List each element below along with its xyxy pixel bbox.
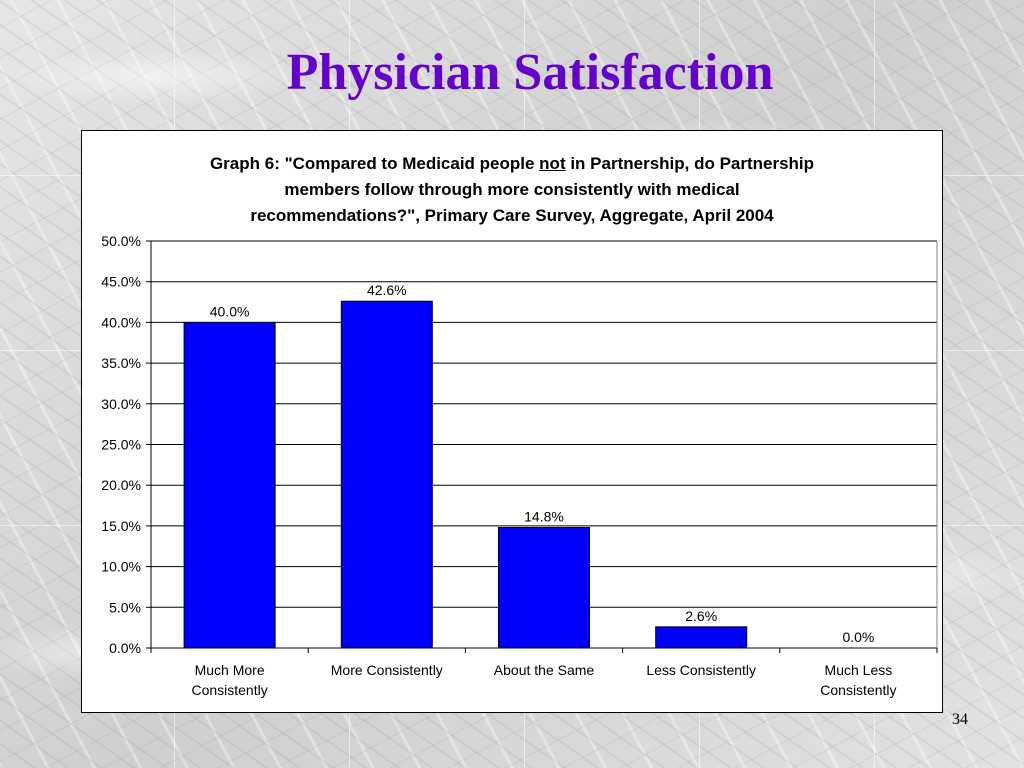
page-number: 34	[952, 711, 968, 728]
data-label: 14.8%	[524, 509, 564, 525]
x-category-label: Less Consistently	[646, 662, 756, 678]
y-tick-label: 25.0%	[101, 437, 141, 453]
x-category-label: Much Less	[825, 662, 893, 678]
y-tick-label: 0.0%	[109, 640, 141, 656]
chart-title-line-2: members follow through more consistently…	[284, 180, 740, 199]
y-tick-label: 15.0%	[101, 518, 141, 534]
x-category-label: About the Same	[494, 662, 595, 678]
bar	[183, 321, 276, 649]
y-tick-label: 40.0%	[101, 314, 141, 330]
chart-title-line-3: recommendations?", Primary Care Survey, …	[250, 206, 774, 225]
data-label: 42.6%	[367, 282, 407, 298]
y-tick-label: 10.0%	[101, 559, 141, 575]
y-tick-label: 20.0%	[101, 477, 141, 493]
y-tick-label: 30.0%	[101, 396, 141, 412]
bar-chart: 0.0% 5.0% 10.0% 15.0% 20.0% 25.0% 30.0% 35.0% 40…	[101, 233, 938, 698]
x-category-label: Much More	[195, 662, 265, 678]
chart-panel: Graph 6: "Compared to Medicaid people no…	[81, 130, 943, 713]
y-tick-label: 5.0%	[109, 599, 141, 615]
data-label: 40.0%	[210, 303, 250, 319]
bar	[655, 626, 748, 649]
slide-title: Physician Satisfaction	[286, 44, 774, 101]
data-label: 0.0%	[842, 629, 874, 645]
data-label: 2.6%	[685, 608, 717, 624]
x-category-label: Consistently	[820, 682, 896, 698]
bar	[498, 527, 590, 649]
y-tick-label: 50.0%	[101, 233, 141, 249]
x-category-label: Consistently	[191, 682, 267, 698]
x-category-label: More Consistently	[331, 662, 443, 678]
chart-title-underlined-word: not	[539, 154, 566, 173]
y-tick-label: 45.0%	[101, 274, 141, 290]
y-tick-label: 35.0%	[101, 355, 141, 371]
chart-title: Graph 6: "Compared to Medicaid people no…	[82, 151, 942, 229]
bar	[340, 300, 433, 649]
chart-title-line-1: Graph 6: "Compared to Medicaid people no…	[209, 154, 815, 173]
